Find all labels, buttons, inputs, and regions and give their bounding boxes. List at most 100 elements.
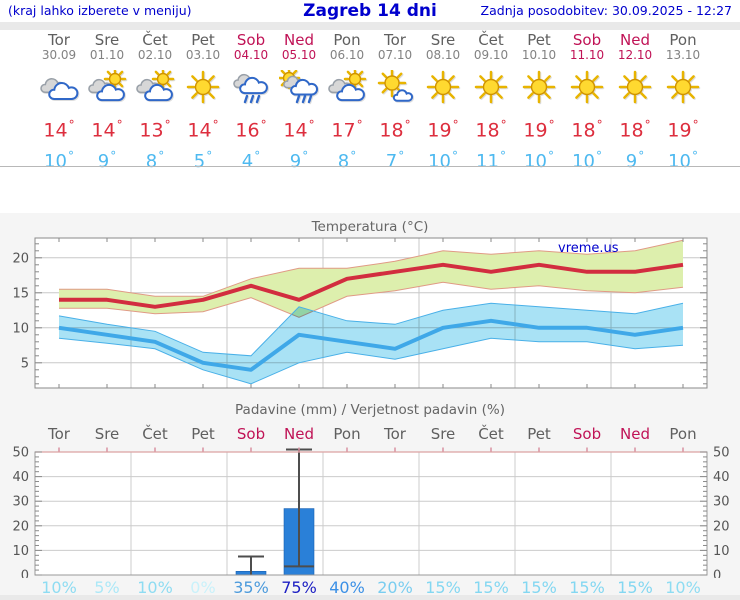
min-temp-line — [58, 318, 684, 372]
svg-text:20: 20 — [12, 251, 29, 266]
degree-sign: ° — [500, 118, 507, 132]
day-date: 11.10 — [569, 48, 605, 62]
high-temp: 16° — [235, 118, 267, 142]
degree-sign: ° — [644, 118, 651, 132]
precip-probability: 0% — [190, 578, 216, 597]
weather-icon-cell — [179, 65, 227, 109]
svg-text:20: 20 — [12, 519, 29, 534]
degree-sign: ° — [260, 118, 267, 132]
degree-sign: ° — [452, 118, 459, 132]
low-temp: 9° — [97, 149, 117, 173]
day-name: Pon — [669, 31, 697, 49]
header-divider — [0, 22, 740, 30]
weather-icon-cell — [83, 65, 131, 109]
table-bottom-rule — [0, 166, 740, 167]
svg-text:50: 50 — [713, 446, 730, 461]
degree-sign: ° — [451, 149, 458, 164]
forecast-day: Tor 30.09 14° 10° — [35, 32, 83, 172]
weather-icon-cell — [275, 65, 323, 109]
svg-text:0: 0 — [713, 569, 721, 579]
day-date: 13.10 — [665, 48, 701, 62]
svg-text:5: 5 — [21, 356, 29, 371]
precip-probability: 35% — [233, 578, 269, 597]
day-name: Sob — [572, 31, 602, 49]
watermark: vreme.us — [558, 241, 619, 256]
sunny-icon — [666, 70, 700, 104]
degree-sign: ° — [404, 118, 411, 132]
day-date: 03.10 — [185, 48, 221, 62]
day-date: 09.10 — [473, 48, 509, 62]
svg-text:30: 30 — [12, 495, 29, 510]
cloudy-icon — [40, 77, 79, 100]
degree-sign: ° — [158, 149, 165, 164]
sunny-icon — [186, 70, 220, 104]
degree-sign: ° — [548, 118, 555, 132]
sun-rain-icon — [279, 70, 319, 104]
low-temp: 9° — [625, 149, 645, 173]
high-temp: 18° — [379, 118, 411, 142]
chart-day-label: Ned — [284, 425, 314, 443]
forecast-day: Sob 11.10 18° 10° — [563, 32, 611, 172]
degree-sign: ° — [308, 118, 315, 132]
svg-text:0: 0 — [21, 569, 29, 579]
forecast-table: Tor 30.09 14° 10° Sre 01.10 14° 9° Čet 02.10 13° 8°… — [35, 32, 707, 172]
partly-cloudy-icon — [88, 70, 127, 102]
chart-day-label: Ned — [620, 425, 650, 443]
day-name: Sob — [236, 31, 266, 49]
day-name: Pon — [333, 31, 361, 49]
degree-sign: ° — [547, 149, 554, 164]
precip-probability: 20% — [377, 578, 413, 597]
sunny-icon — [426, 70, 460, 104]
degree-sign: ° — [110, 149, 117, 164]
high-temp: 19° — [427, 118, 459, 142]
svg-text:50: 50 — [12, 446, 29, 461]
high-temp: 14° — [283, 118, 315, 142]
day-date: 12.10 — [617, 48, 653, 62]
chart-day-label: Sre — [94, 425, 120, 443]
weather-icon-cell — [35, 65, 83, 109]
day-date: 06.10 — [329, 48, 365, 62]
forecast-day: Sre 01.10 14° 9° — [83, 32, 131, 172]
low-temp: 5° — [193, 149, 213, 173]
sunny-icon — [522, 70, 556, 104]
precip-probability: 15% — [473, 578, 509, 597]
weather-icon-cell — [227, 65, 275, 109]
band-edge — [58, 337, 684, 385]
low-temp: 7° — [385, 149, 405, 173]
temp-y-labels: 5 10 15 20 — [12, 251, 29, 371]
last-update-text: Zadnja posodobitev: 30.09.2025 - 12:27 — [480, 3, 732, 18]
degree-sign: ° — [356, 118, 363, 132]
weather-icon-cell — [323, 65, 371, 109]
precip-probability: 15% — [521, 578, 557, 597]
chart-day-label: Pet — [191, 425, 215, 443]
temperature-chart-title: Temperatura (°C) — [311, 219, 429, 235]
degree-sign: ° — [212, 118, 219, 132]
forecast-day: Ned 05.10 14° 9° — [275, 32, 323, 172]
precip-probability-row: 10% 5% 10% 0% 35% 75% 40% 20% 15% 15% 15% 15% 15% 10% — [35, 578, 707, 597]
error-whisker — [238, 555, 264, 575]
svg-text:30: 30 — [713, 495, 730, 510]
day-name: Sre — [430, 31, 456, 49]
low-temp: 10° — [524, 149, 554, 173]
day-date: 08.10 — [425, 48, 461, 62]
day-date: 02.10 — [137, 48, 173, 62]
weather-icon-cell — [419, 65, 467, 109]
high-temp: 14° — [187, 118, 219, 142]
svg-text:40: 40 — [12, 470, 29, 485]
weather-icon-cell — [371, 65, 419, 109]
precip-probability: 10% — [665, 578, 701, 597]
temperature-chart: 5 10 15 20 vreme.us — [12, 237, 708, 389]
forecast-day: Pet 03.10 14° 5° — [179, 32, 227, 172]
chart-day-label: Pon — [669, 425, 697, 443]
weather-icon-cell — [563, 65, 611, 109]
high-temp: 13° — [139, 118, 171, 142]
chart-day-label: Tor — [384, 425, 406, 443]
weather-icon-cell — [131, 65, 179, 109]
degree-sign: ° — [691, 149, 698, 164]
weather-icon-cell — [611, 65, 659, 109]
sunny-icon — [570, 70, 604, 104]
weather-icon-cell — [515, 65, 563, 109]
weather-icon-cell — [467, 65, 515, 109]
day-name: Pet — [527, 31, 551, 49]
